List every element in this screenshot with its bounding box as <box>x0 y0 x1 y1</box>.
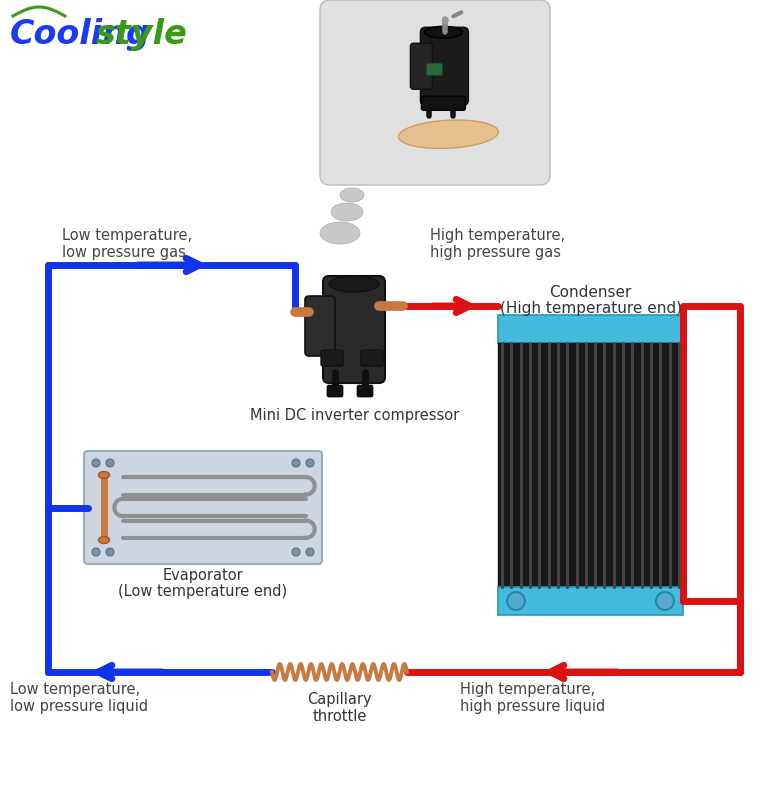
Ellipse shape <box>329 276 379 292</box>
Ellipse shape <box>320 222 360 244</box>
FancyBboxPatch shape <box>420 27 468 105</box>
Ellipse shape <box>425 26 462 38</box>
Bar <box>498 587 683 615</box>
Circle shape <box>507 592 525 610</box>
Text: (Low temperature end): (Low temperature end) <box>118 584 287 599</box>
Ellipse shape <box>98 472 110 479</box>
FancyBboxPatch shape <box>361 350 383 366</box>
Text: Condenser: Condenser <box>549 285 632 300</box>
FancyBboxPatch shape <box>357 385 373 397</box>
Circle shape <box>442 17 449 24</box>
Circle shape <box>92 548 100 556</box>
Text: High temperature,
high pressure gas: High temperature, high pressure gas <box>430 228 565 261</box>
FancyBboxPatch shape <box>422 96 465 110</box>
Ellipse shape <box>399 120 498 148</box>
Circle shape <box>306 548 314 556</box>
Circle shape <box>106 459 114 467</box>
Bar <box>498 343 683 587</box>
FancyBboxPatch shape <box>84 451 322 564</box>
Bar <box>498 315 683 343</box>
Circle shape <box>292 548 300 556</box>
Ellipse shape <box>331 203 363 221</box>
FancyBboxPatch shape <box>323 276 385 383</box>
Circle shape <box>106 548 114 556</box>
Text: Cooling: Cooling <box>10 18 151 51</box>
Ellipse shape <box>98 537 110 544</box>
Ellipse shape <box>340 188 364 202</box>
Text: Low temperature,
low pressure gas: Low temperature, low pressure gas <box>62 228 192 261</box>
FancyBboxPatch shape <box>305 296 335 356</box>
Text: Low temperature,
low pressure liquid: Low temperature, low pressure liquid <box>10 682 148 715</box>
Text: (High temperature end): (High temperature end) <box>499 301 681 316</box>
FancyBboxPatch shape <box>320 0 550 185</box>
Circle shape <box>306 459 314 467</box>
Text: style: style <box>96 18 187 51</box>
Text: Mini DC inverter compressor: Mini DC inverter compressor <box>250 408 459 423</box>
FancyBboxPatch shape <box>321 350 343 366</box>
FancyBboxPatch shape <box>327 385 343 397</box>
FancyBboxPatch shape <box>410 43 432 89</box>
FancyBboxPatch shape <box>426 63 442 75</box>
Text: Capillary
throttle: Capillary throttle <box>307 692 372 724</box>
Text: Evaporator: Evaporator <box>163 568 243 583</box>
Circle shape <box>292 459 300 467</box>
Circle shape <box>656 592 674 610</box>
Text: High temperature,
high pressure liquid: High temperature, high pressure liquid <box>460 682 605 715</box>
Circle shape <box>92 459 100 467</box>
